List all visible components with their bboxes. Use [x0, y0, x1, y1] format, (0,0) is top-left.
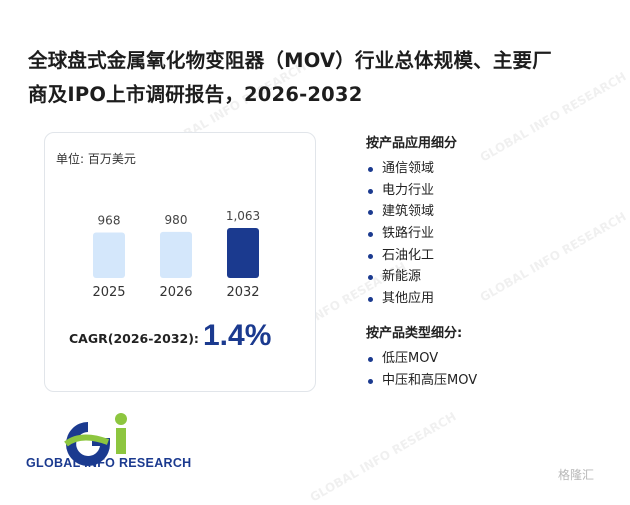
bullet-icon [368, 253, 373, 259]
category-label: 2025 [92, 285, 125, 300]
type-item: 中压和高压MOV [366, 370, 616, 392]
bar-chart: 968 2025 980 2026 1,063 2032 [92, 209, 260, 300]
bar-2025 [93, 232, 125, 278]
cagr-label: CAGR(2026-2032): [69, 331, 199, 346]
bullet-icon [368, 275, 373, 281]
bullet-icon [368, 297, 373, 303]
application-item-label: 通信领域 [382, 161, 435, 176]
unit-label: 单位: 百万美元 [56, 152, 136, 166]
market-size-card: 单位: 百万美元 968 2025 980 2026 1,063 2032 CAGR(20… [44, 132, 316, 392]
application-item: 其他应用 [366, 288, 616, 310]
application-item-label: 其他应用 [382, 291, 435, 307]
bar-2026 [160, 231, 192, 278]
title-line-1: 全球盘式金属氧化物变阻器（MOV）行业总体规模、主要厂 [28, 49, 552, 72]
bullet-icon [368, 188, 373, 194]
watermark: GLOBAL INFO RESEARCH [307, 409, 459, 505]
bullet-icon [368, 378, 373, 384]
application-item-label: 新能源 [382, 269, 422, 285]
value-label: 1,063 [226, 209, 260, 223]
bullet-icon [368, 167, 373, 172]
bar-2032 [227, 228, 259, 278]
bullet-icon [368, 356, 373, 362]
bullet-icon [368, 232, 373, 238]
value-label: 968 [98, 213, 121, 227]
type-heading: 按产品类型细分: [366, 325, 463, 341]
value-label: 980 [165, 213, 188, 227]
application-item: 通信领域 [366, 158, 616, 180]
application-item-label: 石油化工 [382, 247, 435, 263]
title-line-2: 商及IPO上市调研报告，2026-2032 [28, 83, 363, 106]
segment-panel: 按产品应用细分 通信领域电力行业建筑领域铁路行业石油化工新能源其他应用 按产品类… [366, 132, 616, 391]
type-list: 低压MOV 中压和高压MOV [366, 348, 616, 391]
application-item: 铁路行业 [366, 223, 616, 245]
logo-text: GLOBAL INFO RESEARCH [26, 456, 192, 470]
application-heading: 按产品应用细分 [366, 136, 458, 151]
corner-watermark: 格隆汇 [558, 468, 595, 482]
type-item-label: 低压MOV [382, 350, 439, 366]
page-title: 全球盘式金属氧化物变阻器（MOV）行业总体规模、主要厂 商及IPO上市调研报告，… [28, 44, 618, 112]
application-item-label: 电力行业 [382, 182, 435, 198]
type-item-label: 中压和高压MOV [382, 372, 478, 388]
cagr-value: 1.4% [203, 319, 272, 352]
application-item: 石油化工 [366, 245, 616, 267]
bullet-icon [368, 210, 373, 216]
application-item: 建筑领域 [366, 201, 616, 223]
gi-logo [64, 413, 127, 466]
application-list: 通信领域电力行业建筑领域铁路行业石油化工新能源其他应用 [366, 158, 616, 310]
application-item-label: 铁路行业 [382, 226, 435, 242]
category-label: 2026 [159, 285, 192, 300]
logo-mark-icon [64, 413, 127, 466]
type-item: 低压MOV [366, 348, 616, 370]
application-item-label: 建筑领域 [382, 204, 435, 220]
application-item: 新能源 [366, 266, 616, 288]
category-label: 2032 [226, 285, 259, 300]
application-item: 电力行业 [366, 180, 616, 202]
